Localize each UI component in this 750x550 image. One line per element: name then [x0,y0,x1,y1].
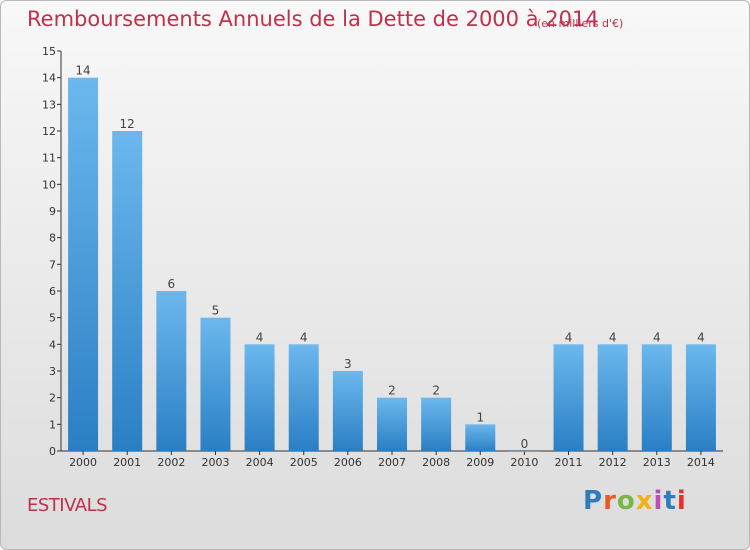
x-tick-label: 2013 [643,456,671,469]
y-tick-label: 6 [49,285,56,298]
x-tick-label: 2002 [157,456,185,469]
bar [685,344,716,451]
logo-letter: o [616,486,636,516]
y-tick-label: 15 [42,45,56,58]
data-label: 4 [256,330,264,344]
y-tick-label: 13 [42,98,56,111]
x-tick-label: 2003 [201,456,229,469]
y-tick-label: 9 [49,205,56,218]
data-label: 5 [212,304,220,318]
data-label: 6 [168,277,176,291]
y-tick-label: 4 [49,338,56,351]
proxiti-logo: Proxiti [583,486,687,516]
bar [421,397,452,451]
y-tick-label: 10 [42,178,56,191]
data-label: 12 [120,117,135,131]
y-tick-label: 2 [49,392,56,405]
bar [244,344,275,451]
x-tick-label: 2006 [334,456,362,469]
x-tick-label: 2010 [510,456,538,469]
x-tick-label: 2008 [422,456,450,469]
bar [68,77,99,452]
bar [597,344,628,451]
commune-name: ESTIVALS [27,495,108,516]
x-tick-label: 2004 [246,456,274,469]
bar [332,371,363,451]
data-label: 3 [344,357,352,371]
data-label: 4 [609,330,617,344]
y-tick-label: 5 [49,312,56,325]
y-tick-label: 8 [49,232,56,245]
data-label: 1 [476,410,484,424]
data-label: 4 [565,330,573,344]
data-label: 2 [432,384,440,398]
bar [377,397,407,451]
bar [288,344,319,451]
chart-unit: (en milliers d'€) [537,17,624,30]
x-tick-label: 2012 [599,456,627,469]
y-tick-label: 12 [42,125,56,138]
data-label: 4 [300,330,308,344]
bar [112,131,143,451]
logo-letter: t [663,486,677,516]
bar [465,424,496,451]
bar [156,291,187,451]
x-tick-label: 2007 [378,456,406,469]
bar [200,317,231,451]
logo-letter: x [635,486,654,516]
y-tick-label: 11 [42,152,56,165]
bar [641,344,672,451]
y-tick-label: 3 [49,365,56,378]
y-tick-label: 7 [49,258,56,271]
x-tick-label: 2000 [69,456,97,469]
y-tick-label: 14 [42,72,56,85]
x-tick-label: 2009 [466,456,494,469]
y-tick-label: 1 [49,418,56,431]
data-label: 0 [521,437,529,451]
x-tick-label: 2011 [555,456,583,469]
x-tick-label: 2005 [290,456,318,469]
data-label: 4 [697,330,705,344]
data-label: 14 [75,64,90,78]
chart-title: Remboursements Annuels de la Dette de 20… [27,7,599,31]
bar [553,344,584,451]
bar [509,451,540,452]
data-label: 2 [388,384,396,398]
data-label: 4 [653,330,661,344]
y-tick-label: 0 [49,445,56,458]
logo-letter: r [603,486,617,516]
x-tick-label: 2001 [113,456,141,469]
x-tick-label: 2014 [687,456,715,469]
logo-letter: i [653,486,664,516]
logo-letter: P [583,486,604,516]
logo-letter: i [676,486,687,516]
